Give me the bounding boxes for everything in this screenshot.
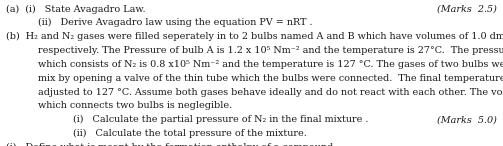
Text: respectively. The Pressure of bulb A is 1.2 x 10⁵ Nm⁻² and the temperature is 27: respectively. The Pressure of bulb A is … (38, 46, 503, 55)
Text: (ii)   Calculate the total pressure of the mixture.: (ii) Calculate the total pressure of the… (73, 129, 307, 138)
Text: which consists of N₂ is 0.8 x10⁵ Nm⁻² and the temperature is 127 °C. The gases o: which consists of N₂ is 0.8 x10⁵ Nm⁻² an… (38, 60, 503, 69)
Text: (b)  H₂ and N₂ gases were filled seperately in to 2 bulbs named A and B which ha: (b) H₂ and N₂ gases were filled seperate… (6, 32, 503, 41)
Text: (Marks  5.0): (Marks 5.0) (437, 115, 497, 124)
Text: (i)   Calculate the partial pressure of N₂ in the final mixture .: (i) Calculate the partial pressure of N₂… (73, 115, 368, 124)
Text: adjusted to 127 °C. Assume both gases behave ideally and do not react with each : adjusted to 127 °C. Assume both gases be… (38, 88, 503, 97)
Text: (Marks  2.5): (Marks 2.5) (437, 4, 497, 13)
Text: (ii)   Derive Avagadro law using the equation PV = nRT .: (ii) Derive Avagadro law using the equat… (38, 18, 312, 27)
Text: (i)   Define what is meant by the formation enthalpy of a compound.: (i) Define what is meant by the formatio… (6, 143, 337, 146)
Text: which connects two bulbs is neglegible.: which connects two bulbs is neglegible. (38, 101, 232, 111)
Text: (a)  (i)   State Avagadro Law.: (a) (i) State Avagadro Law. (6, 4, 145, 14)
Text: mix by opening a valve of the thin tube which the bulbs were connected.  The fin: mix by opening a valve of the thin tube … (38, 74, 503, 83)
